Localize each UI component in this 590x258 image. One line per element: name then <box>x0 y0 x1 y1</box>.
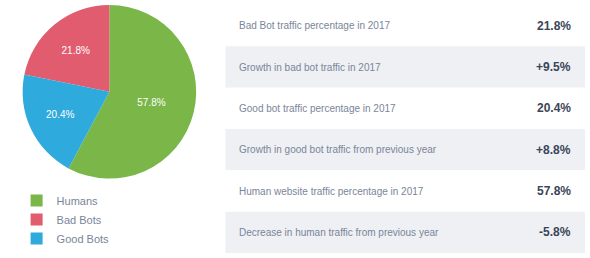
svg-text:57.8%: 57.8% <box>537 184 571 198</box>
svg-text:21.8%: 21.8% <box>537 19 571 33</box>
svg-text:Decrease in human traffic from: Decrease in human traffic from previous … <box>239 227 439 238</box>
svg-text:+9.5%: +9.5% <box>536 60 571 74</box>
svg-text:Good bot traffic percentage in: Good bot traffic percentage in 2017 <box>239 103 396 114</box>
svg-text:Good Bots: Good Bots <box>57 233 109 245</box>
svg-text:Bad Bots: Bad Bots <box>57 214 102 226</box>
svg-text:Human website traffic percenta: Human website traffic percentage in 2017 <box>239 186 424 197</box>
svg-text:21.8%: 21.8% <box>62 45 90 56</box>
svg-text:57.8%: 57.8% <box>137 97 165 108</box>
svg-text:20.4%: 20.4% <box>537 101 571 115</box>
svg-text:Humans: Humans <box>57 195 98 207</box>
svg-text:Growth in bad bot traffic in 2: Growth in bad bot traffic in 2017 <box>239 62 381 73</box>
svg-text:20.4%: 20.4% <box>46 109 74 120</box>
svg-text:Growth in good bot traffic fro: Growth in good bot traffic from previous… <box>239 144 437 155</box>
svg-text:-5.8%: -5.8% <box>539 225 571 239</box>
svg-text:+8.8%: +8.8% <box>536 143 571 157</box>
svg-text:Bad Bot traffic percentage in: Bad Bot traffic percentage in 2017 <box>239 20 390 31</box>
